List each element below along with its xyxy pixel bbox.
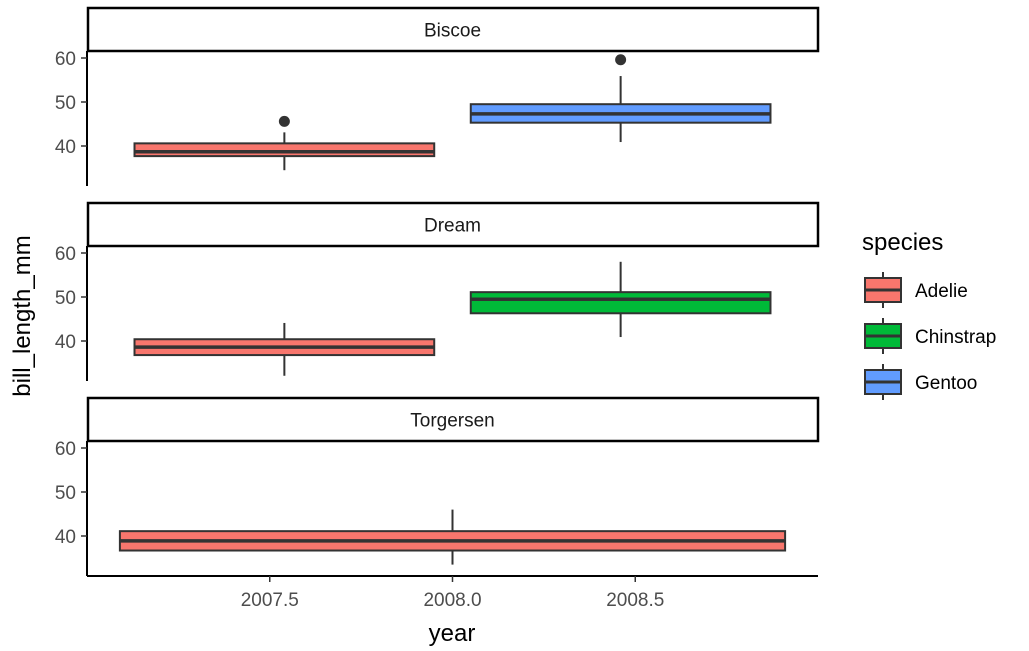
y-tick-label: 60 — [55, 49, 76, 70]
x-tick-label: 2008.5 — [606, 590, 664, 611]
legend-label: Chinstrap — [915, 327, 996, 348]
facet-panel-biscoe: Biscoe 40 50 60 — [55, 6, 820, 186]
box-chinstrap — [469, 261, 772, 338]
y-tick-label: 50 — [55, 93, 76, 114]
y-tick-label: 60 — [55, 244, 76, 265]
facet-strip — [86, 6, 820, 53]
box-gentoo — [469, 54, 772, 143]
facet-panels: Biscoe 40 50 60 Dream 40 50 60 Torgersen 40 50 60 — [55, 6, 820, 576]
legend-label: Gentoo — [915, 373, 977, 394]
y-axis-title: bill_length_mm — [9, 235, 36, 396]
facet-panel-torgersen: Torgersen 40 50 60 — [55, 396, 820, 576]
x-axis: 2007.5 2008.0 2008.5 — [87, 575, 818, 611]
legend-label: Adelie — [915, 281, 968, 302]
y-tick-label: 40 — [55, 527, 76, 548]
y-tick-label: 40 — [55, 137, 76, 158]
y-tick-label: 60 — [55, 439, 76, 460]
legend-title: species — [862, 229, 943, 256]
facet-strip — [86, 396, 820, 443]
y-tick-label: 50 — [55, 483, 76, 504]
legend: species Adelie Chinstrap Gentoo — [862, 229, 996, 400]
legend-item-gentoo: Gentoo — [864, 364, 977, 400]
facet-strip-label: Biscoe — [424, 21, 481, 42]
box-adelie — [133, 115, 436, 171]
legend-item-chinstrap: Chinstrap — [864, 318, 996, 354]
box-adelie — [133, 322, 436, 376]
y-tick-label: 50 — [55, 288, 76, 309]
box-adelie — [118, 509, 787, 565]
box-body — [133, 142, 436, 158]
facet-panel-dream: Dream 40 50 60 — [55, 201, 820, 381]
legend-item-adelie: Adelie — [864, 272, 968, 308]
x-tick-label: 2007.5 — [241, 590, 299, 611]
outlier-point — [278, 115, 290, 127]
facet-strip — [86, 201, 820, 248]
x-axis-title: year — [429, 620, 476, 647]
facet-strip-label: Torgersen — [410, 411, 495, 432]
x-tick-label: 2008.0 — [423, 590, 481, 611]
y-tick-label: 40 — [55, 332, 76, 353]
facet-strip-label: Dream — [424, 216, 481, 237]
box-body — [469, 291, 772, 315]
outlier-point — [615, 54, 627, 66]
